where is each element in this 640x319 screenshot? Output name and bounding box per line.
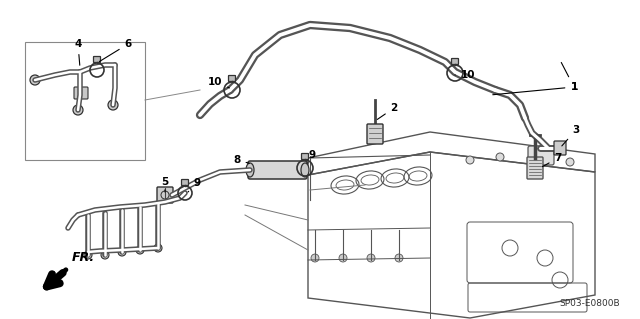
FancyBboxPatch shape (74, 87, 88, 99)
Text: 10: 10 (208, 77, 229, 88)
Circle shape (84, 251, 92, 259)
Text: FR.: FR. (72, 251, 95, 264)
Text: 3: 3 (562, 125, 580, 146)
Text: 9: 9 (308, 150, 316, 163)
Circle shape (118, 248, 126, 256)
FancyBboxPatch shape (451, 58, 458, 64)
FancyBboxPatch shape (93, 56, 100, 63)
FancyBboxPatch shape (367, 124, 383, 144)
Circle shape (496, 153, 504, 161)
Circle shape (101, 251, 109, 259)
Circle shape (566, 158, 574, 166)
Circle shape (395, 254, 403, 262)
Text: 4: 4 (74, 39, 82, 65)
Text: 2: 2 (378, 103, 397, 119)
Circle shape (30, 75, 40, 85)
FancyBboxPatch shape (248, 161, 307, 179)
Text: 5: 5 (161, 177, 168, 192)
Text: 10: 10 (455, 70, 476, 80)
Text: 6: 6 (99, 39, 132, 62)
FancyBboxPatch shape (528, 146, 554, 165)
Circle shape (108, 100, 118, 110)
Circle shape (136, 246, 144, 254)
Circle shape (536, 154, 544, 162)
FancyBboxPatch shape (301, 153, 308, 160)
Circle shape (367, 254, 375, 262)
Circle shape (339, 254, 347, 262)
Text: 1: 1 (561, 63, 578, 92)
Ellipse shape (246, 163, 254, 177)
Text: 8: 8 (234, 155, 250, 165)
FancyBboxPatch shape (554, 141, 566, 155)
Text: 1: 1 (493, 82, 578, 95)
Ellipse shape (301, 163, 309, 177)
Circle shape (154, 244, 162, 252)
Circle shape (466, 156, 474, 164)
Text: 9: 9 (188, 178, 200, 192)
Circle shape (73, 105, 83, 115)
FancyBboxPatch shape (182, 180, 189, 186)
Circle shape (311, 254, 319, 262)
FancyBboxPatch shape (157, 187, 173, 203)
FancyBboxPatch shape (228, 76, 236, 81)
FancyBboxPatch shape (527, 157, 543, 179)
Text: 7: 7 (543, 153, 562, 167)
Text: SP03-E0800B: SP03-E0800B (559, 299, 620, 308)
